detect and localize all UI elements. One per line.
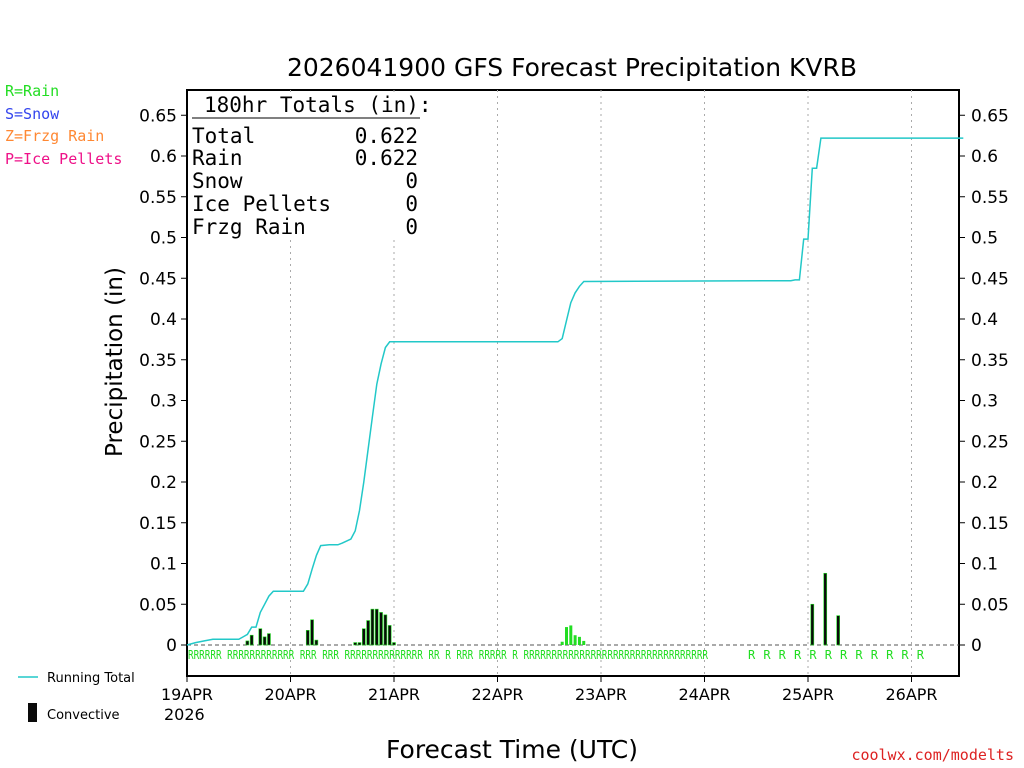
y-tick-label-right-9: 0.45 — [971, 269, 1009, 289]
ptype-marks-late: R R R R R R R R R R R R — [748, 648, 925, 662]
y-tick-label-right-3: 0.15 — [971, 514, 1009, 534]
legend-snow: S=Snow — [5, 105, 60, 123]
convective-bar-17 — [392, 642, 396, 646]
convective-bar-2 — [258, 628, 263, 646]
y-tick-label-right-2: 0.1 — [971, 555, 998, 575]
site-label: coolwx.com/modelts — [851, 746, 1014, 764]
y-tick-label-right-13: 0.65 — [971, 106, 1009, 126]
y-tick-label-right-5: 0.25 — [971, 432, 1009, 452]
convective-bar-19 — [823, 572, 828, 646]
legend-rain: R=Rain — [5, 82, 59, 100]
totals-value-rain: 0.622 — [355, 146, 418, 170]
y-tick-label-left-13: 0.65 — [139, 106, 177, 126]
totals-header: 180hr Totals (in): — [204, 93, 432, 117]
running-total-legend-label: Running Total — [47, 671, 135, 686]
running-total-line — [186, 137, 964, 646]
rain-bar-5 — [582, 640, 586, 645]
series-legend: Running Total Convective — [18, 671, 135, 723]
convective-bar-15 — [383, 614, 388, 646]
convective-bar-5 — [305, 630, 310, 646]
y-tick-label-right-7: 0.35 — [971, 351, 1009, 371]
legend-ice: P=Ice Pellets — [5, 150, 122, 168]
chart-title: 2026041900 GFS Forecast Precipitation KV… — [287, 53, 857, 82]
y-tick-label-right-4: 0.2 — [971, 473, 998, 493]
y-tick-label-right-8: 0.4 — [971, 310, 998, 330]
x-tick-label-5: 24APR — [678, 685, 730, 704]
y-tick-label-right-0: 0 — [971, 636, 982, 656]
line-layer — [186, 137, 964, 646]
ptype-marks-main: RRRRRR RRRRRRRRRRRR RRR RRR RRRRRRRRRRRR… — [188, 648, 709, 662]
convective-bar-11 — [366, 620, 370, 646]
totals-value-snow: 0 — [405, 169, 418, 193]
convective-bar-12 — [370, 608, 375, 646]
y-axis-label: Precipitation (in) — [102, 267, 128, 457]
y-tick-label-right-11: 0.55 — [971, 188, 1009, 208]
totals-value-total: 0.622 — [355, 124, 418, 148]
rain-bar-1 — [565, 627, 568, 645]
convective-bar-9 — [357, 642, 362, 646]
rain-bar-0 — [560, 641, 564, 645]
rain-bar-4 — [577, 636, 581, 645]
convective-bar-16 — [387, 625, 392, 646]
x-tick-label-6: 25APR — [782, 685, 834, 704]
y-tick-label-left-7: 0.35 — [139, 351, 177, 371]
convective-bar-10 — [362, 628, 366, 646]
convective-bar-14 — [379, 612, 383, 646]
convective-bar-8 — [353, 642, 357, 646]
convective-bar-4 — [267, 633, 271, 646]
rain-bar-2 — [569, 625, 573, 645]
y-tick-label-left-3: 0.15 — [139, 514, 177, 534]
totals-box: 180hr Totals (in): Total 0.622 Rain 0.62… — [189, 92, 432, 239]
x-tick-label-7: 26APR — [885, 685, 937, 704]
ptype-layer: RRRRRR RRRRRRRRRRRR RRR RRR RRRRRRRRRRRR… — [188, 648, 925, 662]
plot-frame — [186, 89, 960, 677]
totals-label-ice: Ice Pellets — [192, 192, 331, 216]
y-tick-label-left-11: 0.55 — [139, 188, 177, 208]
y-tick-label-left-8: 0.4 — [150, 310, 177, 330]
y-tick-label-left-5: 0.25 — [139, 432, 177, 452]
convective-legend-label: Convective — [47, 708, 120, 723]
x-axis-label: Forecast Time (UTC) — [386, 735, 638, 764]
y-tick-label-left-4: 0.2 — [150, 473, 177, 493]
convective-bar-3 — [262, 636, 267, 646]
x-tick-label-0: 19APR — [161, 685, 213, 704]
x-axis-ticks: 19APR 20APR 21APR 22APR 23APR 24APR 25APR 26APR — [161, 676, 938, 704]
x-tick-label-2: 21APR — [368, 685, 420, 704]
totals-label-total: Total — [192, 124, 255, 148]
convective-bar-7 — [314, 639, 319, 646]
totals-label-frzg: Frzg Rain — [192, 215, 306, 239]
y-tick-label-left-9: 0.45 — [139, 269, 177, 289]
y-tick-label-right-6: 0.3 — [971, 392, 998, 412]
totals-value-ice: 0 — [405, 192, 418, 216]
x-tick-label-4: 23APR — [575, 685, 627, 704]
y-tick-label-left-1: 0.05 — [139, 595, 177, 615]
convective-bar-13 — [374, 608, 379, 646]
x-tick-label-3: 22APR — [471, 685, 523, 704]
totals-value-frzg: 0 — [405, 215, 418, 239]
rain-bar-3 — [573, 635, 577, 645]
convective-bar-18 — [810, 603, 815, 646]
convective-bar-1 — [249, 634, 254, 646]
y-tick-label-right-12: 0.6 — [971, 147, 998, 167]
y-tick-label-left-6: 0.3 — [150, 392, 177, 412]
x-tick-label-1: 20APR — [264, 685, 316, 704]
y-tick-label-left-12: 0.6 — [150, 147, 177, 167]
bar-layer — [245, 572, 840, 646]
convective-legend-swatch — [28, 703, 37, 722]
convective-bar-0 — [245, 640, 250, 646]
y-axis-ticks: 0 00.05 0.050.1 0.10.15 0.150.2 0.20.25 0.250.… — [139, 106, 1009, 656]
y-tick-label-left-10: 0.5 — [150, 229, 177, 249]
legend-frzg: Z=Frzg Rain — [5, 127, 104, 145]
y-tick-label-right-1: 0.05 — [971, 595, 1009, 615]
year-label: 2026 — [164, 705, 205, 724]
totals-label-rain: Rain — [192, 146, 243, 170]
y-tick-label-left-0: 0 — [166, 636, 177, 656]
totals-label-snow: Snow — [192, 169, 243, 193]
convective-bar-20 — [836, 615, 840, 646]
convective-bar-6 — [310, 619, 314, 646]
y-tick-label-left-2: 0.1 — [150, 555, 177, 575]
y-tick-label-right-10: 0.5 — [971, 229, 998, 249]
